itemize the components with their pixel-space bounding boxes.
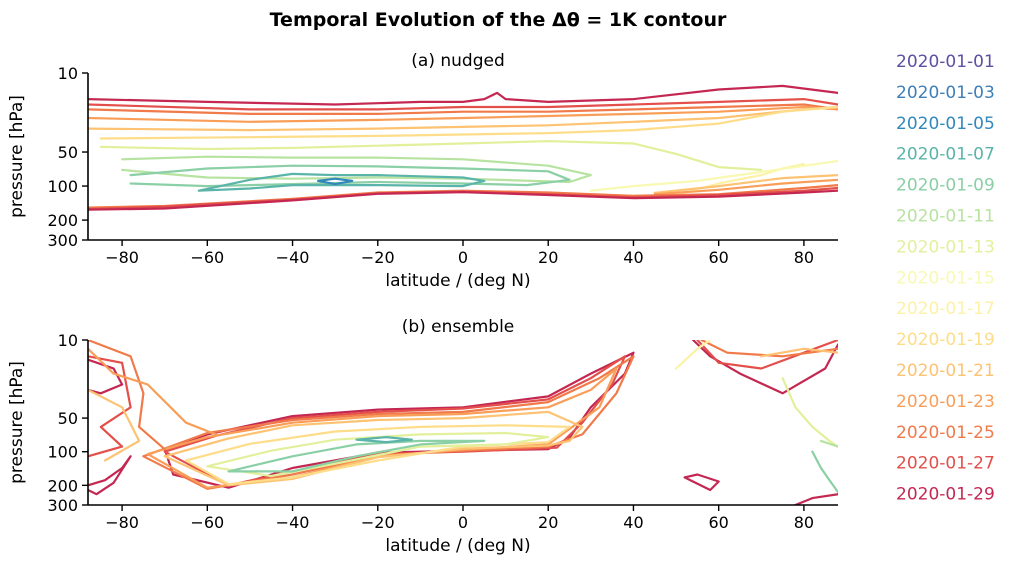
contour-line	[683, 473, 720, 492]
contour-line	[674, 340, 712, 370]
contour-line	[197, 172, 486, 192]
x-tick-label: 80	[794, 248, 814, 267]
contour-line	[760, 347, 838, 358]
y-tick-label: 50	[58, 409, 78, 428]
contour-line	[120, 155, 592, 184]
contour-line	[227, 439, 486, 473]
legend-entry: 2020-01-23	[896, 392, 995, 412]
legend-entry: 2020-01-09	[896, 176, 995, 196]
y-tick-label: 300	[47, 231, 78, 250]
contour-line	[794, 493, 838, 505]
contour-line	[355, 436, 413, 444]
x-tick-label: 20	[538, 513, 558, 532]
x-tick-label: −20	[361, 513, 395, 532]
contour-line	[696, 340, 838, 370]
x-tick-label: −40	[276, 248, 310, 267]
x-tick-label: 80	[794, 513, 814, 532]
legend-entry: 2020-01-19	[896, 330, 995, 350]
x-tick-label: −60	[190, 513, 224, 532]
contour-line	[88, 388, 141, 462]
legend-entry: 2020-01-07	[896, 145, 995, 165]
y-axis-label: pressure [hPa]	[7, 95, 27, 218]
legend-entry: 2020-01-01	[896, 52, 995, 72]
series-group	[88, 340, 838, 505]
contour-line	[99, 105, 838, 140]
legend-entry: 2020-01-05	[896, 114, 995, 134]
contour-line	[88, 340, 166, 451]
x-tick-label: 0	[458, 248, 468, 267]
x-tick-label: 60	[709, 513, 729, 532]
y-tick-label: 10	[58, 331, 78, 350]
contour-line	[653, 178, 838, 196]
legend-entry: 2020-01-25	[896, 423, 995, 443]
legend-entry: 2020-01-15	[896, 268, 995, 288]
contour-line	[88, 105, 838, 123]
legend-entry: 2020-01-17	[896, 299, 995, 319]
y-tick-label: 200	[47, 211, 78, 230]
contour-line	[700, 340, 838, 358]
legend-entry: 2020-01-21	[896, 361, 995, 381]
y-tick-label: 200	[47, 476, 78, 495]
legend: 2020-01-01 2020-01-03 2020-01-05 2020-01-07…	[896, 52, 995, 505]
panel-title: (a) nudged	[411, 51, 504, 71]
contour-line	[691, 340, 838, 395]
contour-line	[88, 189, 838, 211]
contour-line	[317, 177, 354, 186]
contour-line	[129, 164, 571, 188]
x-tick-label: 20	[538, 248, 558, 267]
contour-line	[88, 103, 838, 116]
y-axis-label: pressure [hPa]	[7, 361, 27, 484]
contour-line	[819, 439, 838, 448]
contour-line	[146, 367, 618, 489]
x-tick-label: 40	[623, 248, 643, 267]
x-tick-label: −80	[105, 248, 139, 267]
contour-line	[163, 355, 627, 487]
x-tick-label: −80	[105, 513, 139, 532]
contour-line	[206, 431, 550, 478]
y-tick-label: 100	[47, 177, 78, 196]
legend-entry: 2020-01-27	[896, 454, 995, 474]
panel-title: (b) ensemble	[402, 317, 515, 337]
figure-title: Temporal Evolution of the Δθ = 1K contou…	[270, 9, 727, 31]
legend-entry: 2020-01-29	[896, 485, 995, 505]
contour-line	[781, 377, 838, 448]
x-tick-label: 0	[458, 513, 468, 532]
series-group	[88, 84, 838, 211]
contour-line	[88, 84, 838, 106]
legend-entry: 2020-01-13	[896, 237, 995, 257]
x-tick-label: −20	[361, 248, 395, 267]
contour-line	[99, 140, 763, 171]
y-tick-label: 50	[58, 143, 78, 162]
x-tick-label: −60	[190, 248, 224, 267]
contour-line	[88, 355, 132, 458]
legend-entry: 2020-01-11	[896, 207, 995, 227]
contour-line	[142, 355, 635, 490]
y-tick-label: 300	[47, 496, 78, 515]
x-axis-label: latitude / (deg N)	[385, 271, 530, 291]
contour-line	[811, 450, 838, 494]
x-tick-label: 40	[623, 513, 643, 532]
y-tick-label: 10	[58, 64, 78, 83]
contour-line	[88, 97, 838, 111]
contour-line	[88, 347, 217, 436]
contour-line	[184, 424, 571, 486]
x-axis-label: latitude / (deg N)	[385, 536, 530, 556]
x-tick-label: −40	[276, 513, 310, 532]
x-tick-label: 60	[709, 248, 729, 267]
contour-line	[589, 159, 838, 192]
contour-line	[653, 174, 838, 194]
y-tick-label: 100	[47, 443, 78, 462]
contour-line	[88, 455, 132, 496]
legend-entry: 2020-01-03	[896, 83, 995, 103]
